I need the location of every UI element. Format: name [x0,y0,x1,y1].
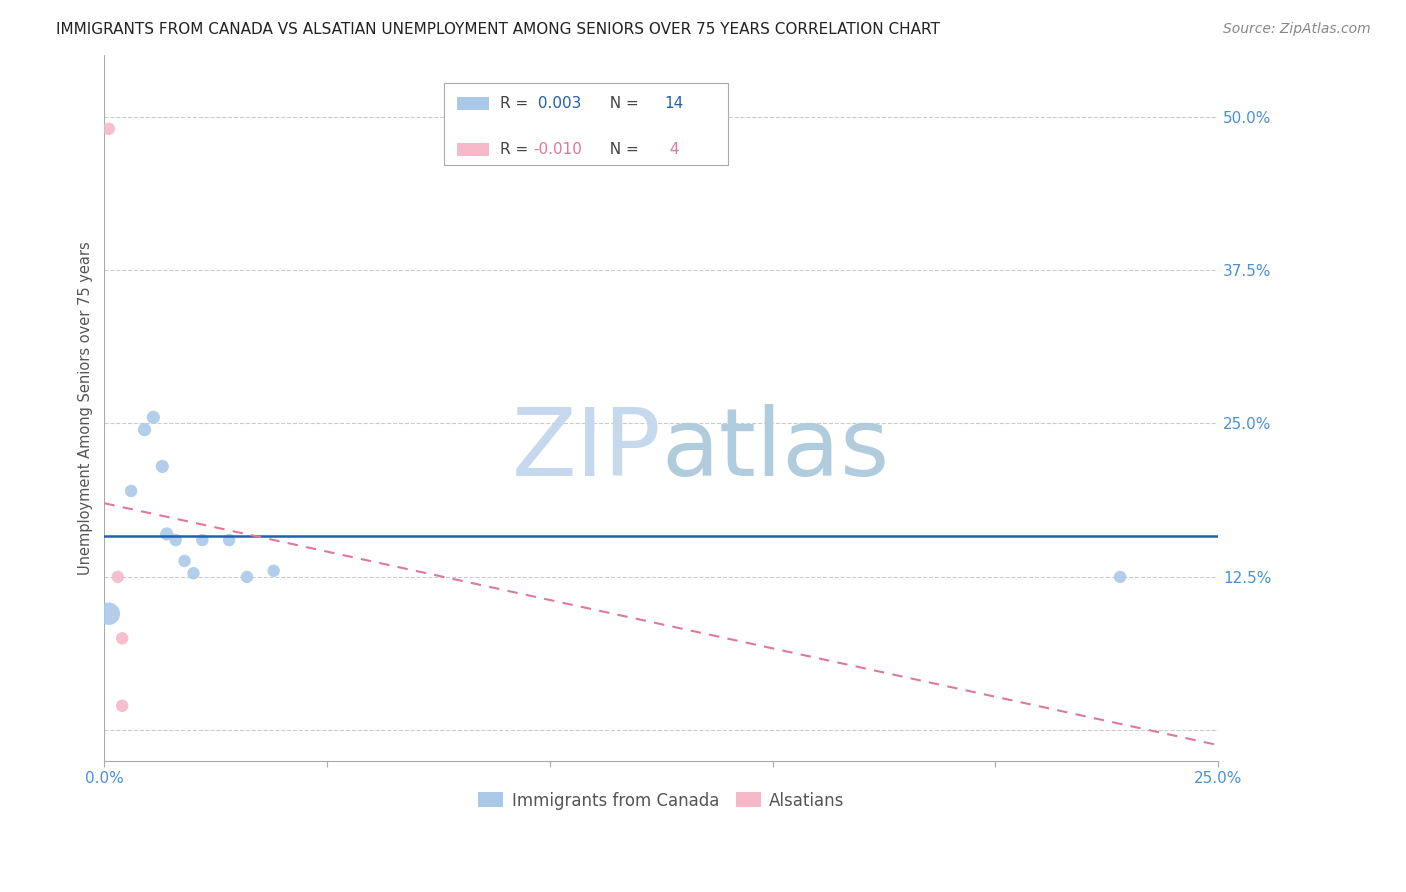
Text: R =: R = [499,142,533,157]
Text: Source: ZipAtlas.com: Source: ZipAtlas.com [1223,22,1371,37]
Text: -0.010: -0.010 [533,142,582,157]
Point [263,564,285,578]
Text: atlas: atlas [661,404,890,497]
FancyBboxPatch shape [457,144,489,156]
Point [236,570,259,584]
FancyBboxPatch shape [457,97,489,111]
Text: ZIP: ZIP [512,404,661,497]
Point [111,632,134,646]
Point [165,533,187,547]
Legend: Immigrants from Canada, Alsatians: Immigrants from Canada, Alsatians [471,785,851,816]
Point [120,483,142,498]
Point [107,570,129,584]
Point [150,459,173,474]
Text: 4: 4 [665,142,679,157]
Text: 0.003: 0.003 [533,96,582,112]
FancyBboxPatch shape [444,83,728,164]
Text: R =: R = [499,96,533,112]
Point [111,698,134,713]
Point [97,607,120,621]
Point [173,554,195,568]
Y-axis label: Unemployment Among Seniors over 75 years: Unemployment Among Seniors over 75 years [79,241,93,575]
Text: IMMIGRANTS FROM CANADA VS ALSATIAN UNEMPLOYMENT AMONG SENIORS OVER 75 YEARS CORR: IMMIGRANTS FROM CANADA VS ALSATIAN UNEMP… [56,22,941,37]
Point [191,533,214,547]
Text: N =: N = [600,142,644,157]
Point [97,121,120,136]
Text: N =: N = [600,96,644,112]
Point [142,410,165,425]
Point [183,566,205,581]
Point [156,527,179,541]
Point [1109,570,1132,584]
Point [134,423,156,437]
Point [218,533,240,547]
Text: 14: 14 [665,96,683,112]
